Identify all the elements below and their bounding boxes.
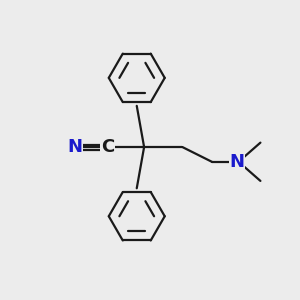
Text: N: N xyxy=(230,153,244,171)
Text: N: N xyxy=(68,138,82,156)
Text: C: C xyxy=(101,138,114,156)
